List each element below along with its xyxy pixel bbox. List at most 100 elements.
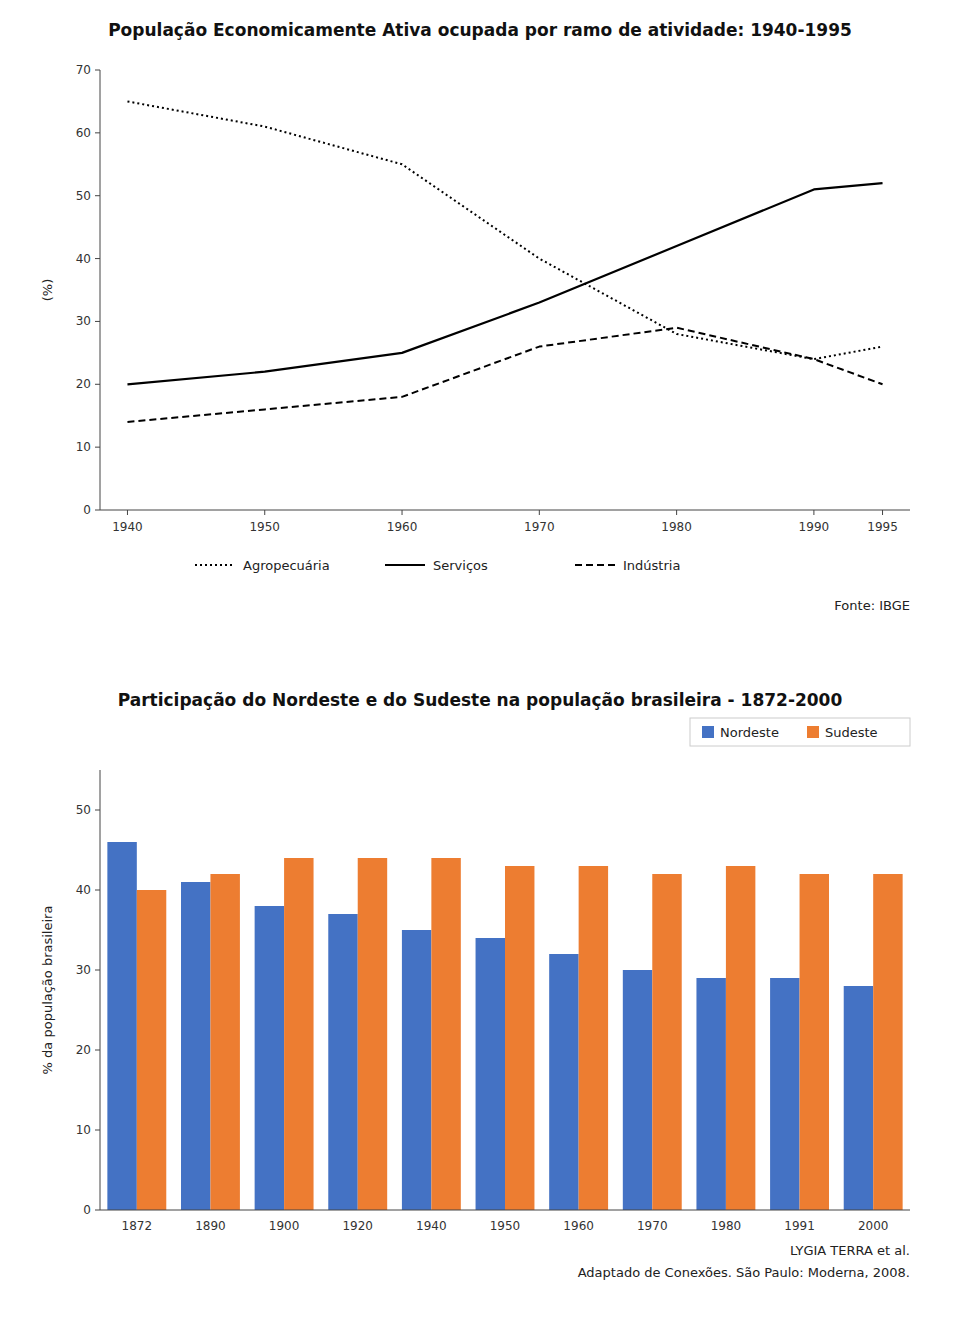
- legend-label: Nordeste: [720, 725, 779, 740]
- x-tick: [539, 510, 540, 515]
- y-axis-line: [100, 70, 101, 510]
- x-tick-label: 1900: [269, 1219, 300, 1233]
- legend-swatch: [702, 726, 714, 738]
- y-axis-label: (%): [40, 279, 55, 302]
- legend-swatch: [807, 726, 819, 738]
- x-tick: [813, 510, 814, 515]
- plot-area: [107, 842, 902, 1210]
- bar: [873, 874, 902, 1210]
- bar: [579, 866, 608, 1210]
- line-series: [127, 101, 882, 359]
- y-tick-label: 40: [76, 252, 91, 266]
- x-tick-label: 1980: [711, 1219, 742, 1233]
- x-tick-label: 1950: [490, 1219, 521, 1233]
- plot-area: [127, 101, 882, 422]
- x-tick-label: 1920: [342, 1219, 373, 1233]
- bar: [623, 970, 652, 1210]
- legend-label: Indústria: [623, 558, 680, 573]
- x-tick-label: 1940: [112, 520, 143, 534]
- x-tick-label: 1960: [563, 1219, 594, 1233]
- x-tick-label: 1890: [195, 1219, 226, 1233]
- x-tick-label: 1970: [524, 520, 555, 534]
- legend-swatch: [385, 564, 425, 566]
- annotation: Adaptado de Conexões. São Paulo: Moderna…: [578, 1265, 910, 1280]
- y-tick-label: 10: [76, 440, 91, 454]
- bar: [137, 890, 166, 1210]
- bar: [210, 874, 239, 1210]
- bar: [181, 882, 210, 1210]
- x-tick-label: 1960: [387, 520, 418, 534]
- bar: [358, 858, 387, 1210]
- x-axis-line: [100, 510, 910, 511]
- legend-label: Agropecuária: [243, 558, 330, 573]
- y-tick: [95, 1210, 100, 1211]
- y-tick-label: 30: [76, 963, 91, 977]
- chart: Participação do Nordeste e do Sudeste na…: [40, 690, 910, 1280]
- x-tick: [402, 510, 403, 515]
- legend-label: Serviços: [433, 558, 488, 573]
- y-tick: [95, 1050, 100, 1051]
- page: População Economicamente Ativa ocupada p…: [0, 0, 960, 1336]
- y-tick: [95, 810, 100, 811]
- y-tick-label: 0: [83, 503, 91, 517]
- y-tick: [95, 384, 100, 385]
- x-tick-label: 1872: [122, 1219, 153, 1233]
- y-tick-label: 70: [76, 63, 91, 77]
- y-tick: [95, 970, 100, 971]
- line-series: [127, 183, 882, 384]
- y-tick-label: 10: [76, 1123, 91, 1137]
- y-tick: [95, 447, 100, 448]
- y-tick: [95, 70, 100, 71]
- x-tick-label: 1940: [416, 1219, 447, 1233]
- chart-title: Participação do Nordeste e do Sudeste na…: [118, 690, 843, 710]
- y-tick: [95, 132, 100, 133]
- y-tick-label: 30: [76, 314, 91, 328]
- x-tick: [882, 510, 883, 515]
- y-axis-label: % da população brasileira: [40, 906, 55, 1075]
- x-axis-line: [100, 1210, 910, 1211]
- x-tick-label: 2000: [858, 1219, 889, 1233]
- bar: [284, 858, 313, 1210]
- y-tick-label: 60: [76, 126, 91, 140]
- x-tick-label: 1970: [637, 1219, 668, 1233]
- bar: [696, 978, 725, 1210]
- y-tick-label: 40: [76, 883, 91, 897]
- y-tick-label: 50: [76, 189, 91, 203]
- legend-swatch: [575, 564, 615, 566]
- bar: [844, 986, 873, 1210]
- y-tick-label: 20: [76, 1043, 91, 1057]
- chart-title: População Economicamente Ativa ocupada p…: [108, 20, 852, 40]
- x-tick-label: 1950: [249, 520, 280, 534]
- legend: Agropecuária Serviços Indústria: [195, 558, 680, 573]
- y-tick-label: 50: [76, 803, 91, 817]
- legend-frame: [690, 718, 910, 746]
- line-series: [127, 328, 882, 422]
- y-axis-line: [100, 770, 101, 1210]
- y-tick: [95, 258, 100, 259]
- x-tick-label: 1980: [661, 520, 692, 534]
- legend-label: Sudeste: [825, 725, 878, 740]
- bar: [726, 866, 755, 1210]
- bar: [255, 906, 284, 1210]
- bar: [476, 938, 505, 1210]
- x-tick: [264, 510, 265, 515]
- y-tick: [95, 195, 100, 196]
- bar: [800, 874, 829, 1210]
- annotation: Fonte: IBGE: [834, 598, 910, 613]
- legend-swatch: [195, 564, 235, 566]
- chart: População Economicamente Ativa ocupada p…: [40, 20, 910, 613]
- y-tick: [95, 321, 100, 322]
- bar: [402, 930, 431, 1210]
- y-tick: [95, 890, 100, 891]
- x-tick-label: 1990: [799, 520, 830, 534]
- y-tick-label: 20: [76, 377, 91, 391]
- x-tick: [676, 510, 677, 515]
- bar: [770, 978, 799, 1210]
- bar: [549, 954, 578, 1210]
- legend: Nordeste Sudeste: [690, 718, 910, 746]
- bar: [328, 914, 357, 1210]
- annotation: LYGIA TERRA et al.: [790, 1243, 910, 1258]
- x-tick-label: 1991: [784, 1219, 815, 1233]
- bar: [431, 858, 460, 1210]
- bar: [652, 874, 681, 1210]
